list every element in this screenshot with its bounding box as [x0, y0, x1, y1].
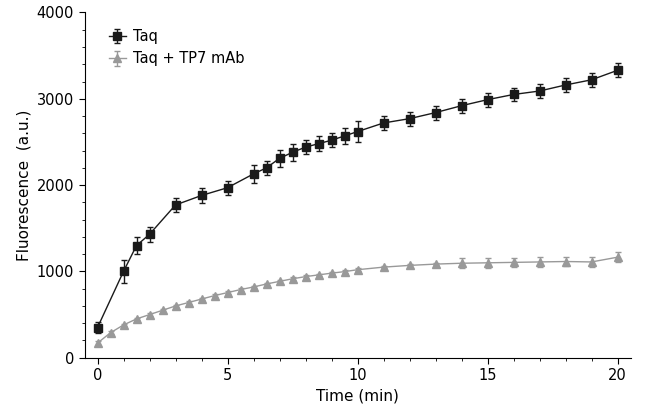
Y-axis label: Fluorescence  (a.u.): Fluorescence (a.u.) [16, 109, 31, 261]
X-axis label: Time (min): Time (min) [316, 389, 399, 404]
Legend: Taq, Taq + TP7 mAb: Taq, Taq + TP7 mAb [103, 23, 251, 72]
